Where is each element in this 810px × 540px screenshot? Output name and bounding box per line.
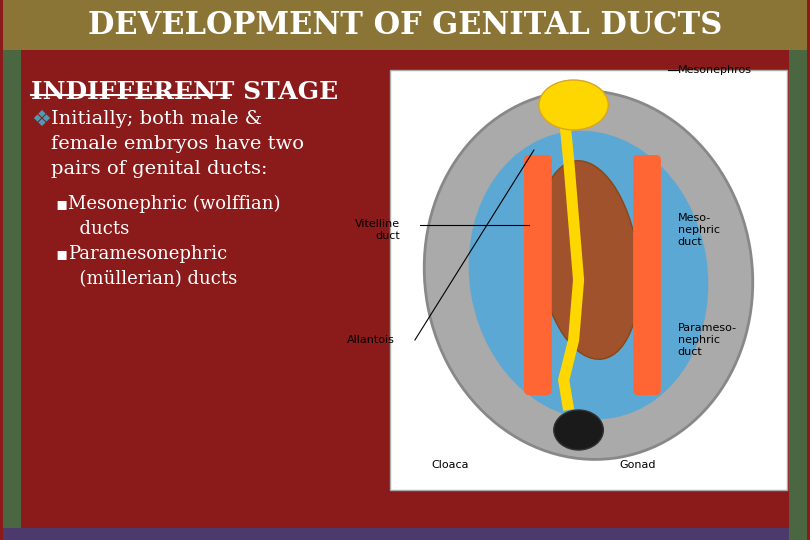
Text: Gonad: Gonad bbox=[620, 460, 656, 470]
FancyBboxPatch shape bbox=[3, 0, 807, 50]
Text: Parameso-
nephric
duct: Parameso- nephric duct bbox=[678, 323, 737, 356]
Text: Meso-
nephric
duct: Meso- nephric duct bbox=[678, 213, 720, 247]
Text: Paramesonephric
  (müllerian) ducts: Paramesonephric (müllerian) ducts bbox=[68, 245, 237, 288]
Text: Allantois: Allantois bbox=[347, 335, 395, 345]
Ellipse shape bbox=[554, 410, 603, 450]
Text: Initially; both male &
female embryos have two
pairs of genital ducts:: Initially; both male & female embryos ha… bbox=[51, 110, 304, 178]
FancyBboxPatch shape bbox=[524, 155, 552, 395]
Text: ❖: ❖ bbox=[31, 110, 51, 130]
FancyBboxPatch shape bbox=[633, 155, 661, 395]
Text: DEVELOPMENT OF GENITAL DUCTS: DEVELOPMENT OF GENITAL DUCTS bbox=[87, 10, 723, 40]
FancyBboxPatch shape bbox=[3, 50, 21, 540]
FancyBboxPatch shape bbox=[390, 70, 787, 490]
Text: INDIFFERENT STAGE: INDIFFERENT STAGE bbox=[31, 80, 339, 104]
Text: Cloaca: Cloaca bbox=[431, 460, 468, 470]
Text: ▪: ▪ bbox=[55, 195, 67, 213]
Ellipse shape bbox=[424, 91, 752, 460]
FancyBboxPatch shape bbox=[3, 528, 807, 540]
Text: Vitelline
duct: Vitelline duct bbox=[355, 219, 400, 241]
Ellipse shape bbox=[469, 131, 708, 419]
Ellipse shape bbox=[539, 80, 608, 130]
Text: Mesonephros: Mesonephros bbox=[678, 65, 752, 75]
FancyBboxPatch shape bbox=[789, 50, 807, 540]
Text: ▪: ▪ bbox=[55, 245, 67, 263]
Ellipse shape bbox=[538, 161, 640, 359]
Text: Mesonephric (wolffian)
  ducts: Mesonephric (wolffian) ducts bbox=[68, 195, 280, 238]
